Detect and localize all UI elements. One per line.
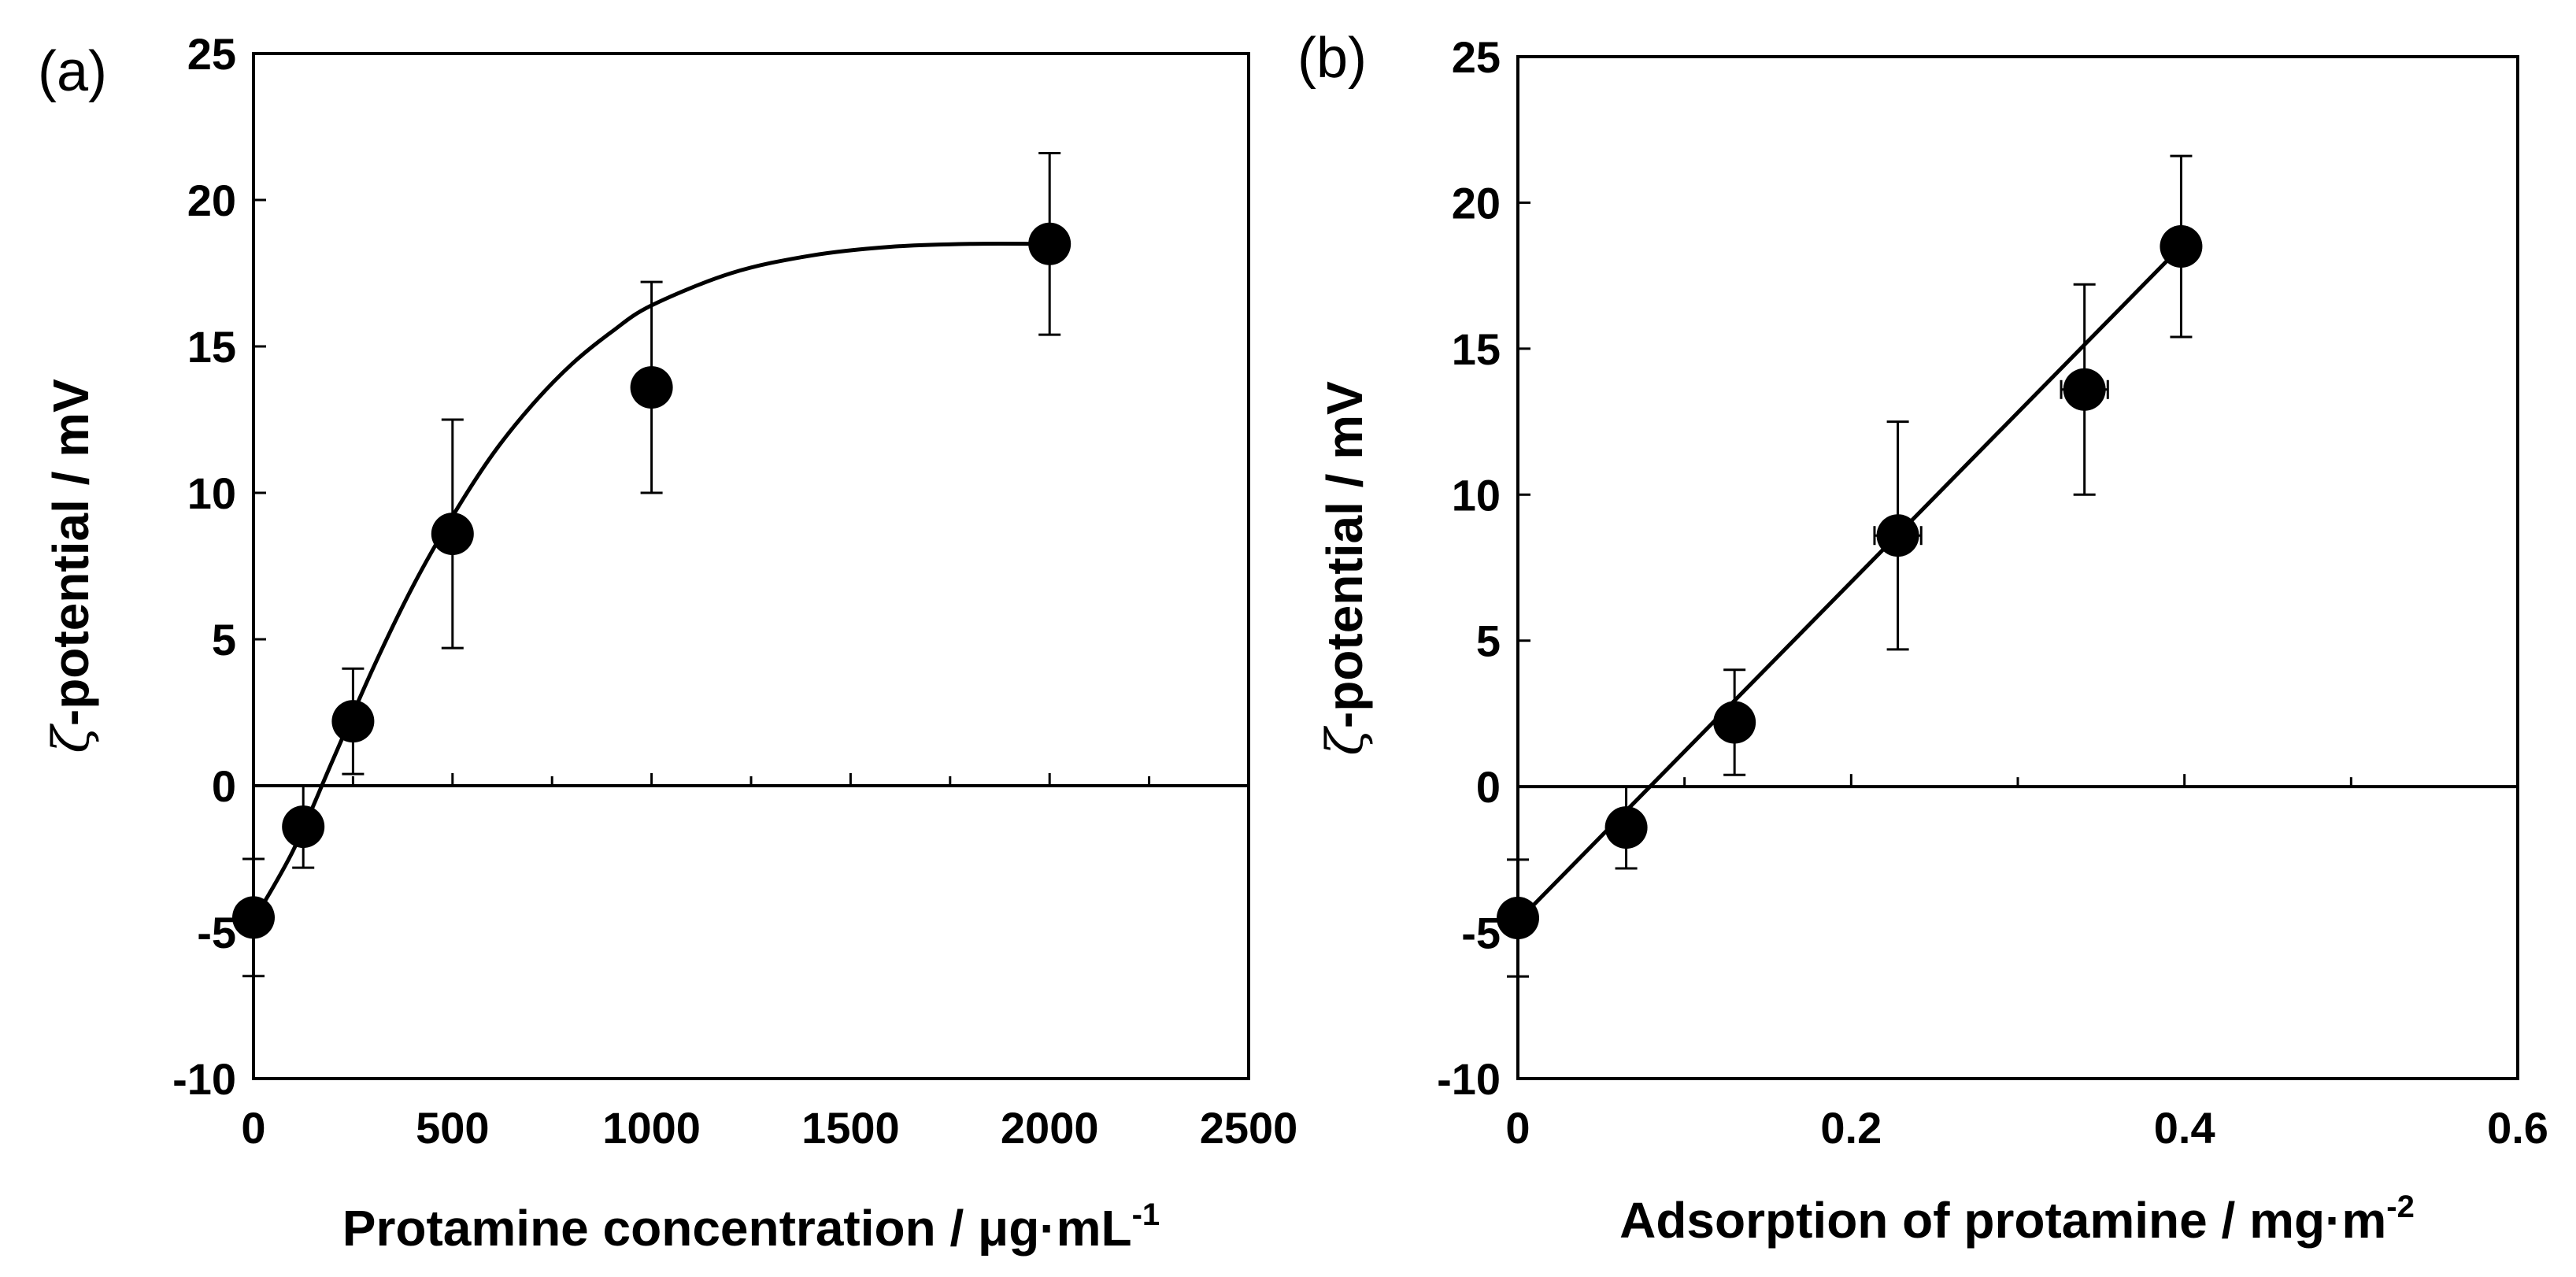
panel-b-y-tick-label: 0 xyxy=(1476,762,1501,812)
panel-b-data-point xyxy=(2063,368,2106,411)
panel-a-ticks xyxy=(252,52,1250,1080)
panel-b-y-tick-label: 20 xyxy=(1452,178,1501,228)
panel-a-y-tick-label: 15 xyxy=(187,322,236,372)
panel-b-y-tick-label: 5 xyxy=(1476,616,1501,666)
panel-a-y-tick-label: 0 xyxy=(212,761,236,811)
panel-b-x-tick-label: 0.6 xyxy=(2487,1103,2548,1153)
panel-b-y-tick-label: 10 xyxy=(1452,470,1501,520)
panel-b-label: (b) xyxy=(1297,27,1367,90)
panel-a-y-tick-label: -10 xyxy=(172,1054,236,1104)
panel-b-y-axis-title: ζ-potential / mV xyxy=(1316,381,1375,756)
panel-a-data-point xyxy=(331,700,375,743)
panel-b-x-axis-title-sup: -2 xyxy=(2386,1190,2415,1224)
panel-a-y-tick-label: -5 xyxy=(197,908,236,957)
panel-a-y-axis-title-text: -potential / mV xyxy=(43,379,99,726)
panel-a-tick-labels: -10 -5 0 5 10 15 20 25 0 500 1000 1500 2000 2500 xyxy=(172,29,1297,1153)
panel-b-data-points xyxy=(1497,225,2203,940)
panel-a-data-point xyxy=(630,366,673,409)
panel-b-error-bars xyxy=(1507,154,2200,978)
panel-b-data-point xyxy=(2160,225,2203,268)
panel-a-y-tick-label: 5 xyxy=(212,615,236,664)
panel-a-data-point xyxy=(282,805,325,849)
panel-a-y-axis-title: ζ-potential / mV xyxy=(43,379,101,753)
panel-a-plot-area xyxy=(252,52,1250,1080)
panel-b-x-axis-title-text: Adsorption of protamine / mg·m xyxy=(1619,1192,2386,1249)
panel-a-y-axis-symbol: ζ xyxy=(43,724,101,753)
panel-b-ticks xyxy=(1516,55,2519,1080)
panel-a-x-tick-label: 0 xyxy=(241,1103,265,1153)
panel-b-y-tick-label: 25 xyxy=(1452,32,1501,82)
panel-a-x-axis-title-sup: -1 xyxy=(1132,1197,1160,1232)
panel-b-y-axis-title-text: -potential / mV xyxy=(1316,381,1373,728)
panel-a-x-axis-title-text: Protamine concentration / μg·mL xyxy=(342,1200,1132,1257)
panel-b-x-axis-title: Adsorption of protamine / mg·m-2 xyxy=(1619,1190,2415,1249)
panel-b-plot-area xyxy=(1516,55,2519,1080)
panel-a-y-tick-label: 25 xyxy=(187,29,236,79)
panel-a-y-tick-label: 20 xyxy=(187,176,236,225)
panel-b-y-tick-label: -10 xyxy=(1437,1054,1501,1104)
panel-b-x-tick-label: 0.4 xyxy=(2154,1103,2215,1153)
panel-a-x-tick-label: 1500 xyxy=(801,1103,900,1153)
panel-b-x-tick-label: 0.2 xyxy=(1820,1103,1882,1153)
panel-a-x-tick-label: 1000 xyxy=(602,1103,701,1153)
panel-b-data-point xyxy=(1497,897,1539,940)
panel-a-x-tick-label: 500 xyxy=(416,1103,489,1153)
panel-a-data-point xyxy=(1028,222,1071,265)
panel-b-y-axis-symbol: ζ xyxy=(1316,726,1375,756)
panel-a-x-tick-label: 2000 xyxy=(1001,1103,1099,1153)
panel-b-y-tick-label: 15 xyxy=(1452,324,1501,374)
panel-b-y-tick-label: -5 xyxy=(1461,909,1501,958)
panel-b-tick-labels: -10 -5 0 5 10 15 20 25 0 0.2 0.4 0.6 xyxy=(1437,32,2548,1153)
panel-b-data-point xyxy=(1604,806,1648,849)
panel-a-x-axis-title: Protamine concentration / μg·mL-1 xyxy=(342,1197,1160,1257)
panel-a-y-tick-label: 10 xyxy=(187,468,236,518)
panel-a-data-point xyxy=(232,896,275,939)
panel-b-data-point xyxy=(1876,514,1919,557)
panel-b-data-point xyxy=(1713,701,1756,744)
panel-a-data-points xyxy=(232,222,1071,939)
panel-a-label: (a) xyxy=(38,40,107,103)
panel-a-error-bars xyxy=(242,151,1061,978)
panel-b: (b) -10 -5 0 5 10 15 20 25 0 0.2 0.4 0.6 Adsorption… xyxy=(1297,27,2548,1249)
panel-a-x-tick-label: 2500 xyxy=(1200,1103,1298,1153)
panel-b-x-tick-label: 0 xyxy=(1505,1103,1530,1153)
panel-a-data-point xyxy=(431,513,474,556)
